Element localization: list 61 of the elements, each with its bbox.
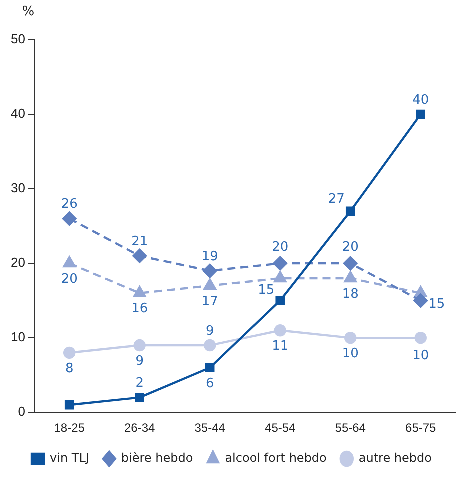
y-tick-label: 40 [10, 106, 26, 122]
data-label: 15 [258, 283, 275, 298]
data-label: 16 [132, 302, 148, 317]
data-label: 6 [206, 376, 214, 392]
data-label: 27 [328, 192, 345, 207]
point [62, 212, 77, 226]
point [63, 346, 76, 360]
data-label: 10 [412, 348, 430, 364]
data-label: 20 [61, 272, 78, 287]
point [416, 110, 426, 120]
point [274, 324, 286, 337]
x-tick-label: 35-44 [194, 421, 226, 436]
x-tick-label: 65-75 [406, 421, 437, 436]
y-tick-label: 20 [10, 255, 26, 270]
point [204, 278, 216, 290]
data-label: 15 [428, 297, 446, 312]
x-tick-label: 18-25 [54, 421, 86, 436]
data-label: 2 [136, 376, 144, 392]
point [273, 256, 288, 271]
point [64, 400, 74, 410]
x-tick-label: 26-34 [124, 421, 156, 436]
point [63, 256, 76, 268]
y-tick-label: 30 [10, 180, 26, 196]
y-tick-label: 50 [10, 32, 26, 47]
data-label: 18 [342, 286, 359, 302]
point [344, 332, 357, 344]
data-label: 26 [61, 197, 78, 212]
data-label: 19 [202, 249, 218, 264]
point [205, 363, 215, 373]
data-label: 21 [132, 234, 148, 250]
point [276, 296, 285, 306]
point [344, 271, 357, 283]
y-axis-title: % [22, 4, 35, 20]
data-label: 11 [272, 339, 289, 354]
data-label: 10 [342, 346, 359, 362]
data-label: 9 [206, 324, 214, 339]
point [134, 339, 146, 352]
point [204, 339, 216, 352]
point [135, 393, 144, 402]
data-label: 9 [136, 354, 144, 369]
legend-label: bière hebdo [121, 451, 194, 466]
point [134, 286, 146, 298]
legend-label: vin TLJ [50, 451, 90, 466]
point [132, 249, 147, 264]
data-label: 8 [65, 361, 74, 376]
data-label: 20 [272, 240, 289, 255]
data-label: 17 [202, 294, 218, 310]
x-tick-label: 45-54 [265, 421, 296, 436]
point [346, 206, 356, 216]
point [344, 256, 358, 271]
legend-label: alcool fort hebdo [225, 451, 327, 466]
legend-label: autre hebdo [358, 451, 432, 466]
point [414, 332, 427, 344]
data-label: 20 [342, 240, 359, 255]
data-label: 40 [412, 92, 430, 108]
y-tick-label: 0 [18, 404, 26, 420]
point [414, 294, 428, 308]
point [203, 264, 218, 278]
x-tick-label: 55-64 [335, 421, 366, 436]
y-tick-label: 10 [10, 330, 26, 345]
point [274, 271, 287, 283]
